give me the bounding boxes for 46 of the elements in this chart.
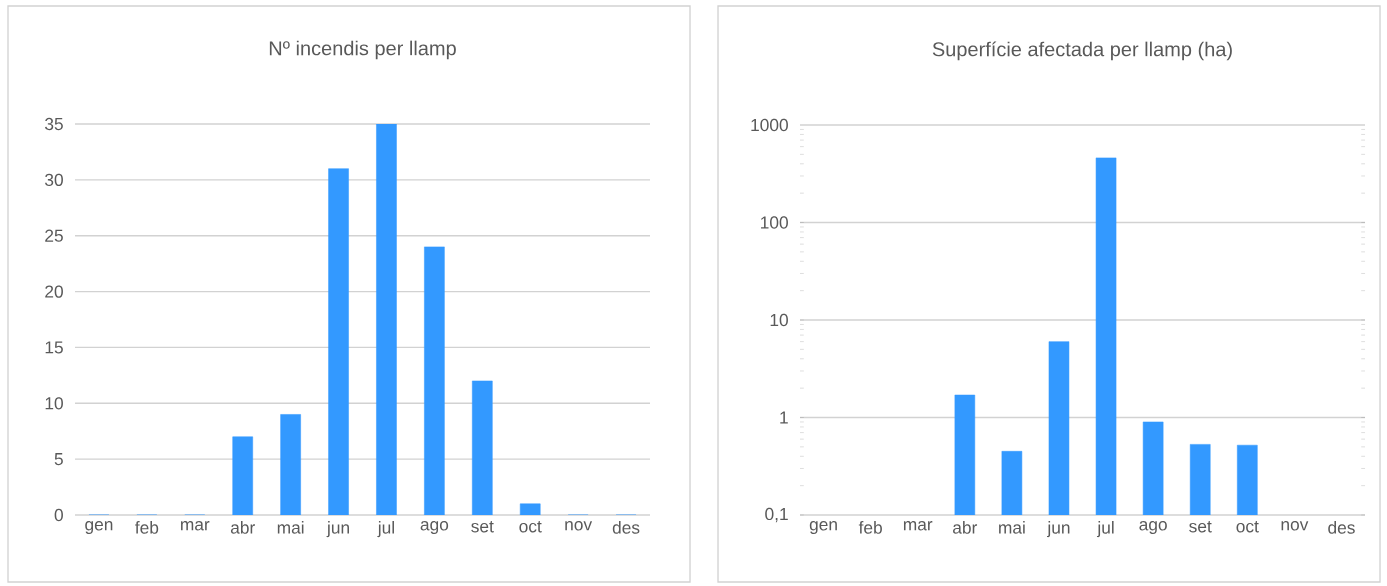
- bar: [472, 380, 493, 515]
- x-tick-label: jun: [1046, 521, 1070, 538]
- x-tick-label: mar: [181, 521, 210, 531]
- x-tick-label: des: [612, 521, 640, 534]
- bar: [519, 503, 541, 515]
- y-tick-label: 30: [45, 173, 63, 186]
- x-tick-label: jun: [326, 521, 349, 538]
- x-tick-label: ago: [1139, 521, 1167, 534]
- x-tick-label: abr: [953, 521, 978, 534]
- x-tick-label: jul: [377, 521, 394, 538]
- x-tick-label: feb: [858, 521, 882, 534]
- x-tick-label: nov: [1281, 521, 1309, 531]
- x-tick-label: oct: [519, 521, 542, 533]
- x-tick-label: set: [1189, 521, 1212, 533]
- y-tick-label: 0,1: [765, 507, 788, 523]
- chart-title: Nº incendis per llamp: [269, 40, 456, 60]
- x-tick-label: gen: [809, 521, 837, 534]
- y-tick-label: 0: [54, 508, 63, 522]
- x-tick-label: ago: [420, 521, 449, 534]
- y-tick-label: 1000: [751, 118, 788, 132]
- chart-title: Superfície afectada per llamp (ha): [932, 41, 1232, 61]
- x-tick-label: des: [1328, 521, 1355, 534]
- y-tick-label: 15: [45, 341, 63, 354]
- x-tick-label: mar: [903, 521, 933, 531]
- x-tick-label: nov: [565, 521, 593, 531]
- y-tick-label: 35: [45, 117, 63, 131]
- bar: [280, 414, 301, 515]
- x-tick-label: mai: [999, 521, 1025, 534]
- x-tick-label: set: [471, 521, 494, 533]
- x-tick-label: feb: [135, 521, 159, 534]
- x-tick-label: jul: [1096, 521, 1114, 538]
- bar: [328, 168, 349, 515]
- y-tick-label: 1: [780, 411, 788, 424]
- y-tick-label: 20: [45, 285, 63, 298]
- bar: [232, 436, 253, 515]
- x-tick-label: mai: [277, 521, 304, 534]
- x-tick-label: oct: [1236, 521, 1259, 533]
- x-tick-label: abr: [230, 521, 255, 534]
- y-tick-label: 10: [45, 397, 63, 410]
- y-tick-label: 100: [761, 216, 788, 229]
- y-tick-label: 10: [770, 313, 788, 327]
- y-tick-label: 5: [54, 453, 63, 466]
- bar: [376, 124, 397, 515]
- bar: [424, 246, 445, 515]
- x-tick-label: gen: [85, 521, 113, 534]
- y-tick-label: 25: [45, 229, 63, 242]
